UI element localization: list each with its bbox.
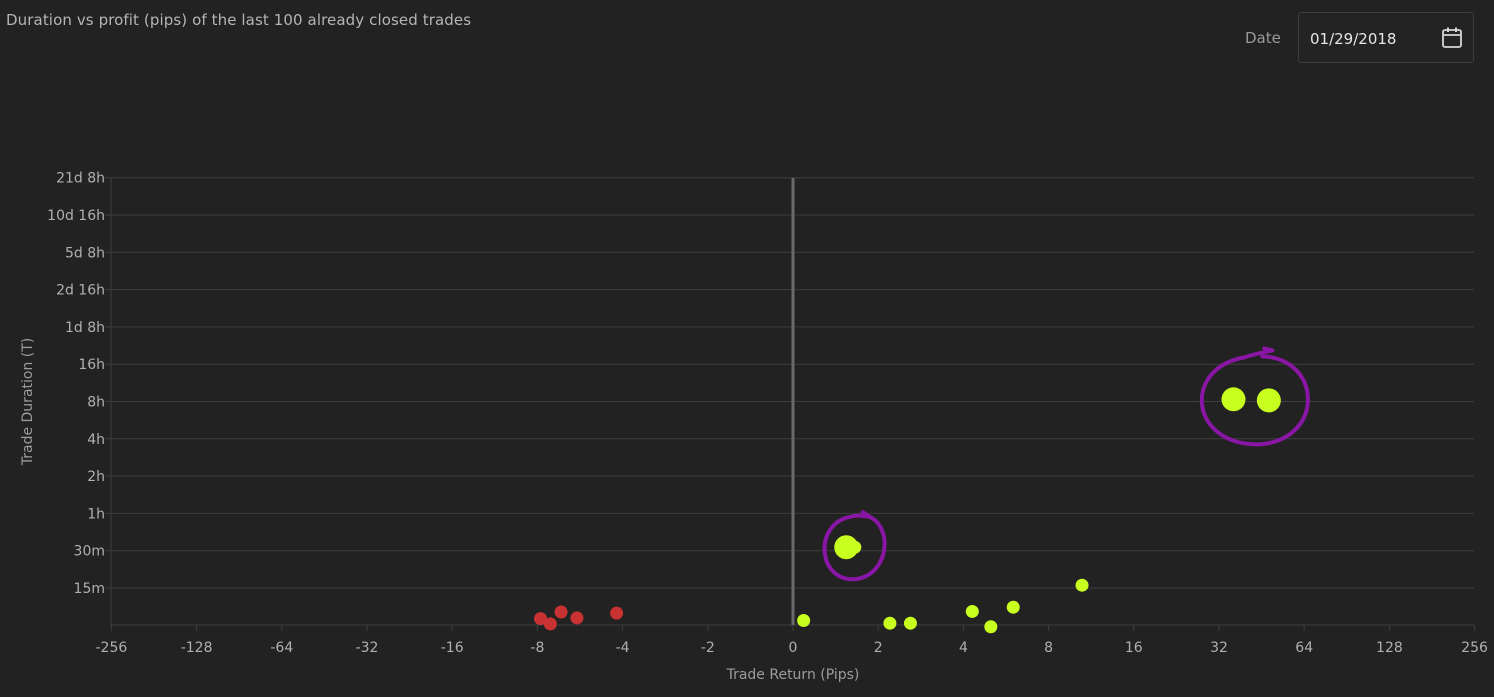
x-axis-ticks: -256 -128 -64 -32 -16 -8 -4 -2 0 2 4 8 16 32 64 128 256 xyxy=(96,640,1489,656)
x-tick-label: 0 xyxy=(789,640,798,656)
chart-title: Duration vs profit (pips) of the last 10… xyxy=(6,11,472,29)
y-tick-label: 30m xyxy=(74,544,105,560)
y-tick-label: 4h xyxy=(87,432,105,448)
y-axis-ticks: 15m 30m 1h 2h 4h 8h 16h 1d 8h 2d 16h 5d 8h 10d 16h… xyxy=(47,171,105,597)
loss-trade-point[interactable] xyxy=(554,605,568,619)
x-tick-label: -256 xyxy=(96,640,128,656)
data-points xyxy=(534,387,1281,634)
x-tick-label: 128 xyxy=(1376,640,1403,656)
date-input[interactable]: 01/29/2018 xyxy=(1298,12,1474,63)
x-tick-label: -64 xyxy=(270,640,293,656)
loss-trade-point[interactable] xyxy=(570,611,584,625)
annotation-circle xyxy=(1199,346,1310,447)
profit-trade-point[interactable] xyxy=(1221,387,1246,412)
x-tick-label: 64 xyxy=(1295,640,1313,656)
profit-trade-point[interactable] xyxy=(1256,388,1281,413)
y-tick-label: 16h xyxy=(78,357,105,373)
profit-trade-point[interactable] xyxy=(883,616,897,630)
y-tick-label: 15m xyxy=(74,581,105,597)
x-tick-label: 8 xyxy=(1044,640,1053,656)
x-tick-label: 4 xyxy=(959,640,968,656)
y-axis-title: Trade Duration (T) xyxy=(20,338,36,467)
profit-trade-point[interactable] xyxy=(848,540,862,554)
profit-trade-point[interactable] xyxy=(965,604,979,618)
annotation-circle xyxy=(822,510,887,582)
y-tick-label: 1d 8h xyxy=(65,320,105,336)
date-label: Date xyxy=(1245,29,1281,47)
profit-trade-point[interactable] xyxy=(834,535,859,560)
profit-trade-point[interactable] xyxy=(797,613,811,627)
x-tick-label: 256 xyxy=(1461,640,1488,656)
y-tick-label: 5d 8h xyxy=(65,245,105,261)
calendar-icon[interactable] xyxy=(1441,26,1463,50)
y-tick-label: 21d 8h xyxy=(56,171,105,187)
date-value[interactable]: 01/29/2018 xyxy=(1310,30,1397,48)
x-tick-label: -128 xyxy=(181,640,213,656)
y-tick-label: 2h xyxy=(87,469,105,485)
x-tick-label: 16 xyxy=(1125,640,1143,656)
loss-trade-point[interactable] xyxy=(610,606,624,620)
y-tick-label: 2d 16h xyxy=(56,283,105,299)
profit-trade-point[interactable] xyxy=(984,620,998,634)
x-tick-label: -32 xyxy=(356,640,379,656)
grid-lines xyxy=(105,177,1476,631)
x-tick-label: 2 xyxy=(874,640,883,656)
profit-trade-point[interactable] xyxy=(1006,600,1020,614)
y-tick-label: 10d 16h xyxy=(47,208,105,224)
x-tick-label: -16 xyxy=(441,640,464,656)
x-tick-label: -2 xyxy=(701,640,715,656)
x-tick-label: 32 xyxy=(1210,640,1228,656)
x-tick-label: -8 xyxy=(530,640,544,656)
y-tick-label: 1h xyxy=(87,506,105,522)
y-tick-label: 8h xyxy=(87,395,105,411)
profit-trade-point[interactable] xyxy=(903,616,917,630)
loss-trade-point[interactable] xyxy=(543,617,557,631)
x-axis-title: Trade Return (Pips) xyxy=(726,667,860,683)
x-tick-label: -4 xyxy=(616,640,630,656)
loss-trade-point[interactable] xyxy=(534,612,548,626)
profit-trade-point[interactable] xyxy=(1075,578,1089,592)
annotations xyxy=(822,346,1310,582)
